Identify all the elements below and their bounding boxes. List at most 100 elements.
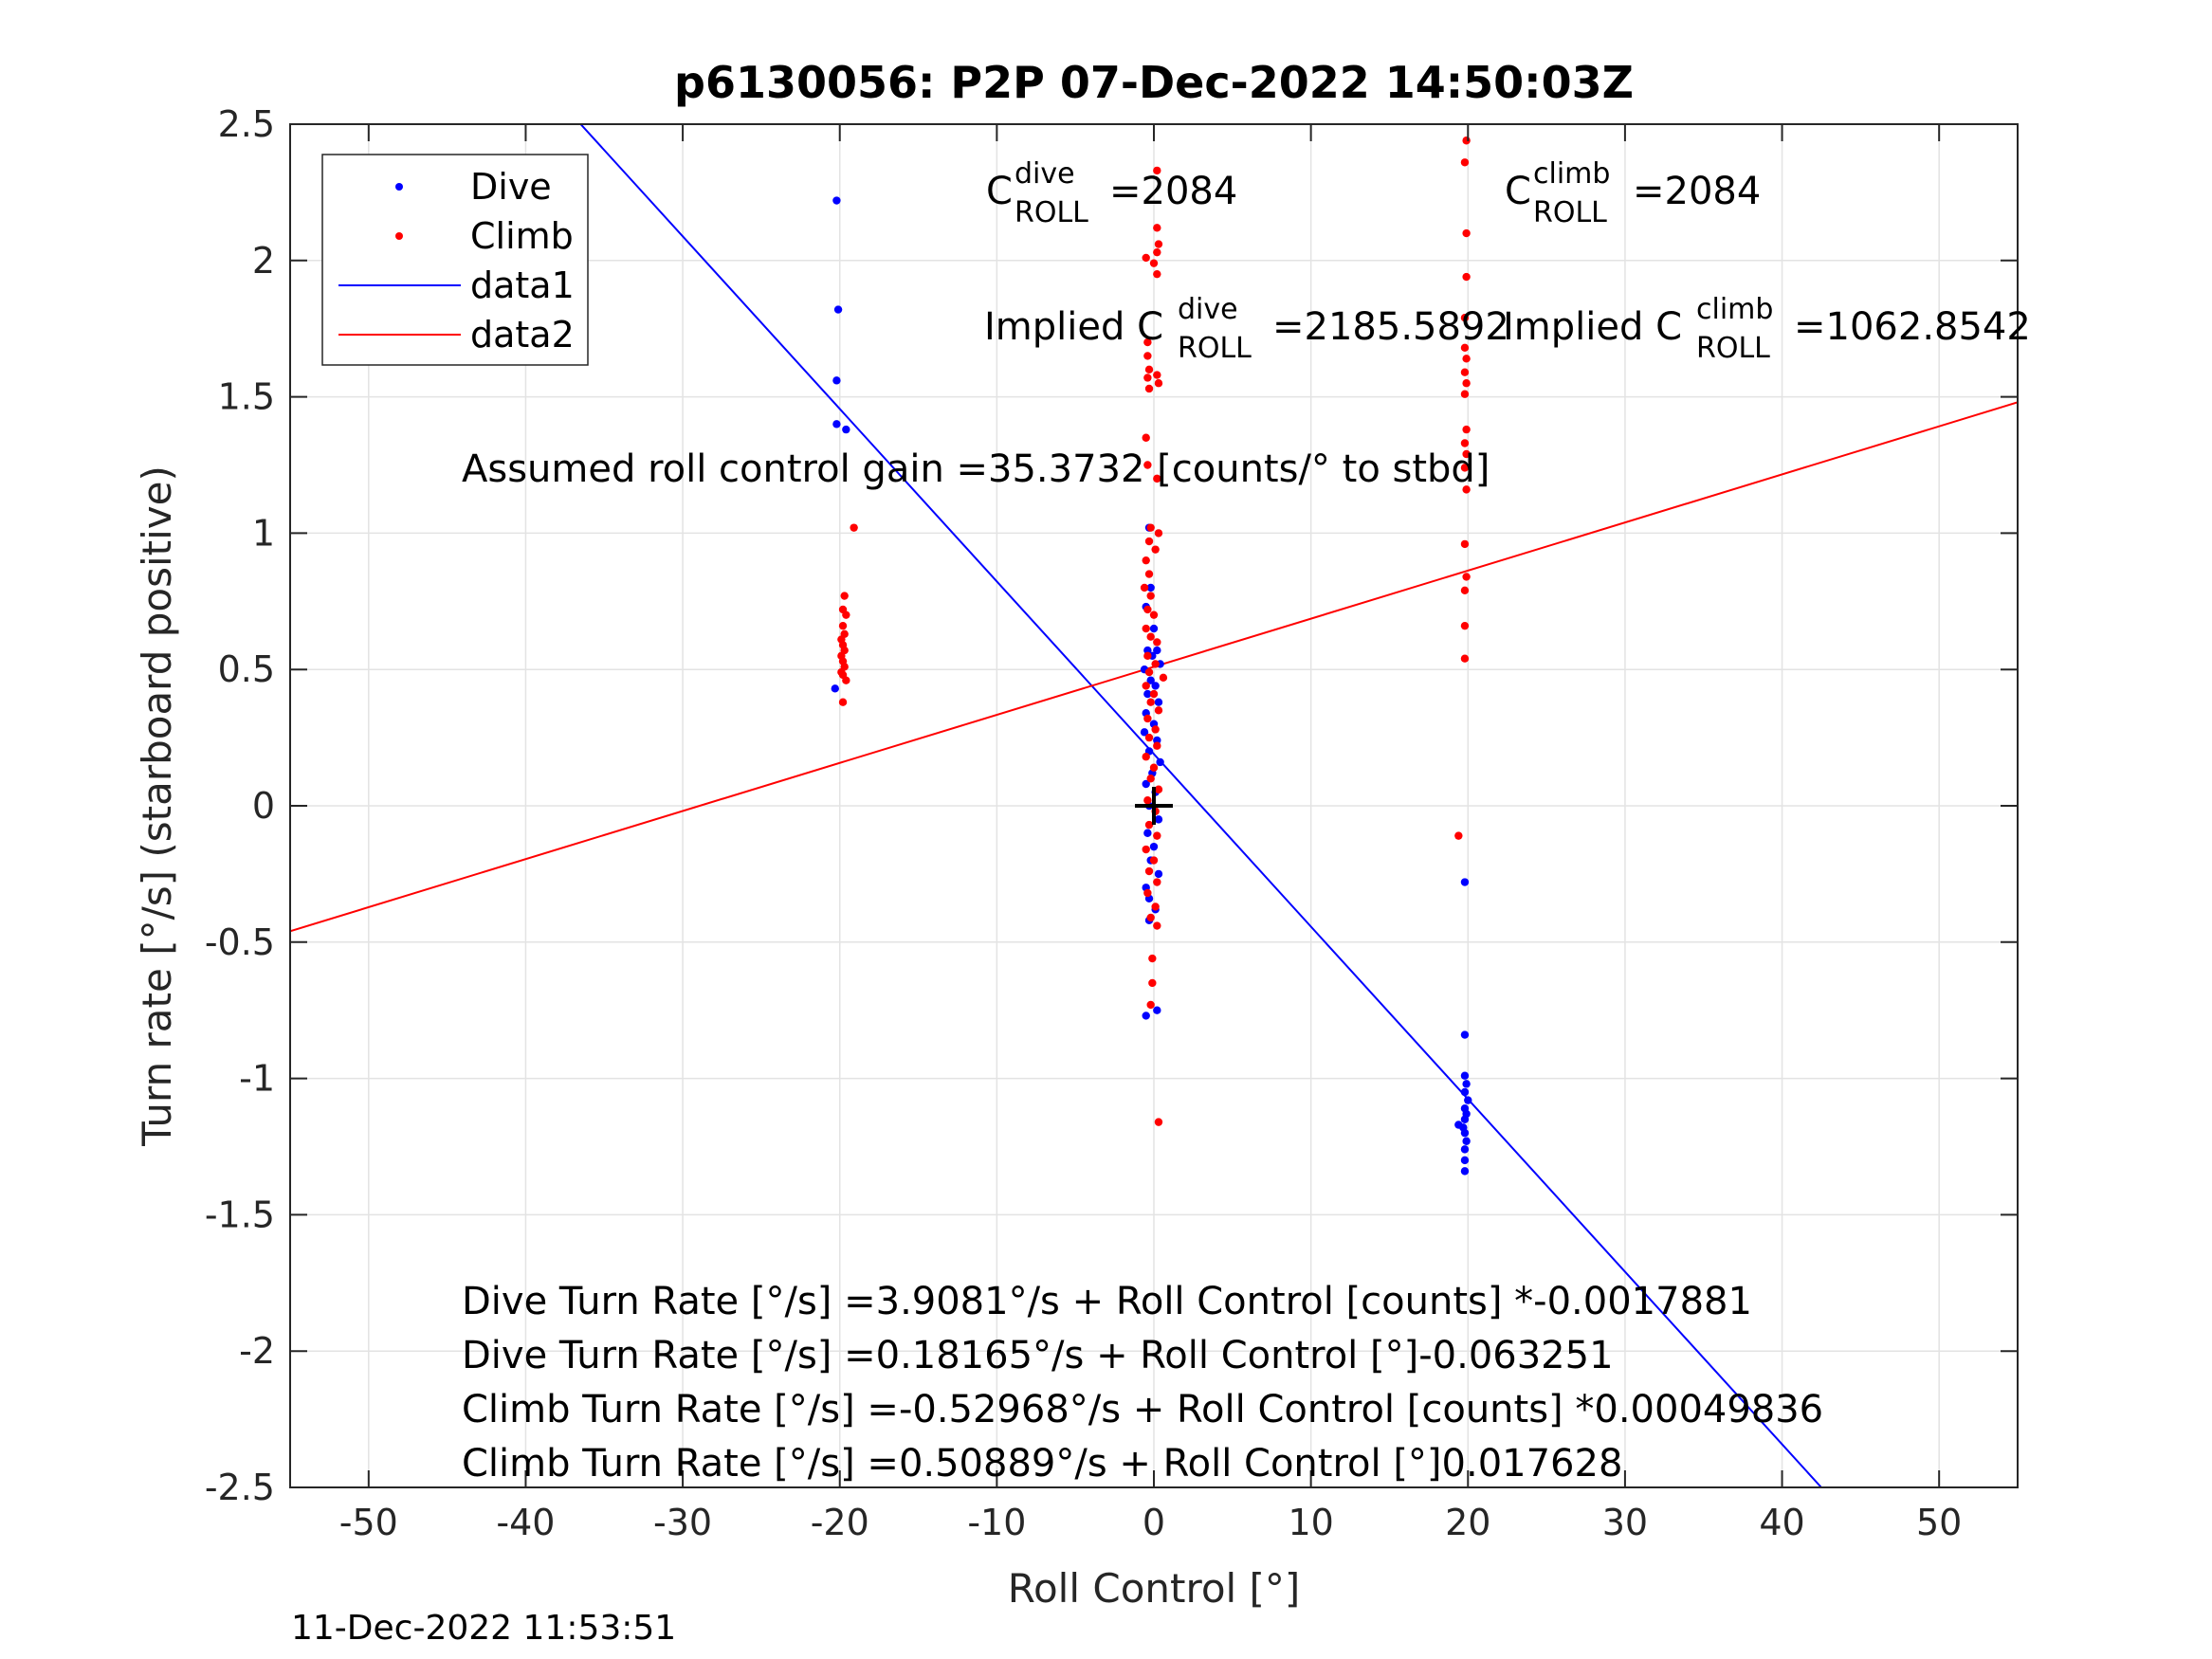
c-roll-dive-annotation: C dive ROLL =2084 xyxy=(986,157,1237,229)
climb-point xyxy=(1149,763,1159,772)
climb-point xyxy=(842,676,850,684)
legend-dive-marker xyxy=(395,183,403,191)
dive-point xyxy=(1460,1115,1470,1123)
gain-annotation: Assumed roll control gain =35.3732 [coun… xyxy=(462,447,1490,491)
dive-point xyxy=(1154,698,1163,706)
climb-point xyxy=(1149,259,1159,267)
climb-point xyxy=(1143,796,1152,805)
legend-climb-marker xyxy=(395,232,403,240)
climb-point xyxy=(1153,269,1161,279)
climb-point xyxy=(1460,158,1470,167)
c-dive-sup: dive xyxy=(1015,157,1075,191)
climb-point xyxy=(1146,698,1155,706)
fit-line-data1 xyxy=(579,124,1822,1487)
climb-point xyxy=(1153,166,1161,175)
climb-point xyxy=(1159,673,1168,683)
dive-point xyxy=(1143,829,1152,837)
dive-point xyxy=(842,425,850,434)
climb-point xyxy=(1153,741,1161,750)
climb-point xyxy=(1153,831,1161,840)
climb-point xyxy=(1462,485,1471,494)
dive-equation-counts: Dive Turn Rate [°/s] =3.9081°/s + Roll C… xyxy=(462,1280,1752,1323)
c-climb-base: C xyxy=(1505,170,1531,213)
y-tick-label: -2.5 xyxy=(205,1467,275,1508)
axis-ticks: -50 -40 -30 -20 -10 0 10 20 30 40 50 2.5 2 1.5 1 0.5 0 -0… xyxy=(205,103,2018,1543)
climb-point xyxy=(1154,240,1163,248)
climb-point xyxy=(1462,228,1471,238)
climb-point xyxy=(1153,878,1161,886)
climb-point xyxy=(1151,725,1160,734)
y-axis-label: Turn rate [°/s] (starboard positive) xyxy=(134,465,180,1147)
climb-point xyxy=(1460,343,1470,353)
x-tick-label: -50 xyxy=(339,1502,398,1543)
y-tick-label: -1 xyxy=(239,1058,275,1100)
climb-point xyxy=(1142,433,1150,442)
dive-point xyxy=(1464,1096,1472,1104)
climb-point xyxy=(1154,785,1163,793)
dive-point xyxy=(1153,736,1161,745)
x-tick-label: 40 xyxy=(1759,1502,1804,1543)
dive-point xyxy=(1149,842,1159,851)
c-dive-sub: ROLL xyxy=(1015,196,1088,229)
dive-point xyxy=(1460,1030,1470,1039)
climb-point xyxy=(1143,352,1152,360)
y-tick-label: 1 xyxy=(252,512,275,554)
legend-dive-label: Dive xyxy=(470,166,552,208)
dive-point xyxy=(832,196,841,205)
c-climb-sub: ROLL xyxy=(1533,196,1607,229)
dive-point xyxy=(1153,1006,1161,1014)
y-tick-label: 0.5 xyxy=(218,648,275,690)
climb-point xyxy=(1146,592,1155,600)
climb-point xyxy=(1143,337,1152,347)
dive-point xyxy=(1153,646,1161,655)
dive-point xyxy=(1142,779,1150,789)
climb-point xyxy=(1143,714,1152,723)
y-tick-label: 0 xyxy=(252,785,275,827)
y-tick-label: 2.5 xyxy=(218,103,275,145)
dive-point xyxy=(1460,1145,1470,1154)
c-roll-climb-annotation: C climb ROLL =2084 xyxy=(1505,157,1761,229)
climb-point xyxy=(1460,464,1470,472)
climb-point xyxy=(1142,682,1150,690)
dive-point xyxy=(1154,815,1163,824)
climb-point xyxy=(1146,775,1155,783)
climb-point xyxy=(1149,856,1159,865)
climb-point xyxy=(1144,866,1154,876)
climb-point xyxy=(842,611,850,619)
climb-point xyxy=(1144,537,1154,546)
dive-point xyxy=(1460,1167,1470,1176)
climb-point xyxy=(1462,379,1471,388)
dive-point xyxy=(833,305,843,314)
climb-point xyxy=(1144,365,1154,374)
implied-dive-sub: ROLL xyxy=(1178,332,1252,365)
climb-point xyxy=(1144,733,1154,742)
climb-point xyxy=(1148,954,1157,963)
dive-point xyxy=(1154,869,1163,879)
climb-point xyxy=(1460,390,1470,398)
climb-point xyxy=(1454,831,1463,840)
climb-point xyxy=(1153,247,1161,257)
dive-point xyxy=(1146,583,1155,592)
dive-point xyxy=(1151,682,1160,690)
dive-point xyxy=(831,684,839,693)
implied-dive-annotation: Implied C dive ROLL =2185.5892 xyxy=(984,293,1509,365)
climb-point xyxy=(1462,355,1471,363)
climb-point xyxy=(1144,570,1154,578)
implied-climb-prefix: Implied C xyxy=(1503,305,1682,349)
x-tick-label: 0 xyxy=(1143,1502,1165,1543)
climb-point xyxy=(1151,902,1160,911)
climb-point xyxy=(1149,611,1159,619)
climb-point xyxy=(1144,384,1154,393)
dive-point xyxy=(1140,728,1149,737)
climb-point xyxy=(1154,529,1163,538)
climb-point xyxy=(1151,545,1160,554)
climb-point xyxy=(1462,425,1471,434)
dive-point xyxy=(1156,757,1164,767)
dive-point xyxy=(1143,689,1152,699)
dive-point xyxy=(1149,624,1159,633)
climb-point xyxy=(1460,621,1470,630)
x-tick-label: 20 xyxy=(1445,1502,1490,1543)
y-tick-label: -2 xyxy=(239,1330,275,1372)
climb-point xyxy=(1153,921,1161,930)
